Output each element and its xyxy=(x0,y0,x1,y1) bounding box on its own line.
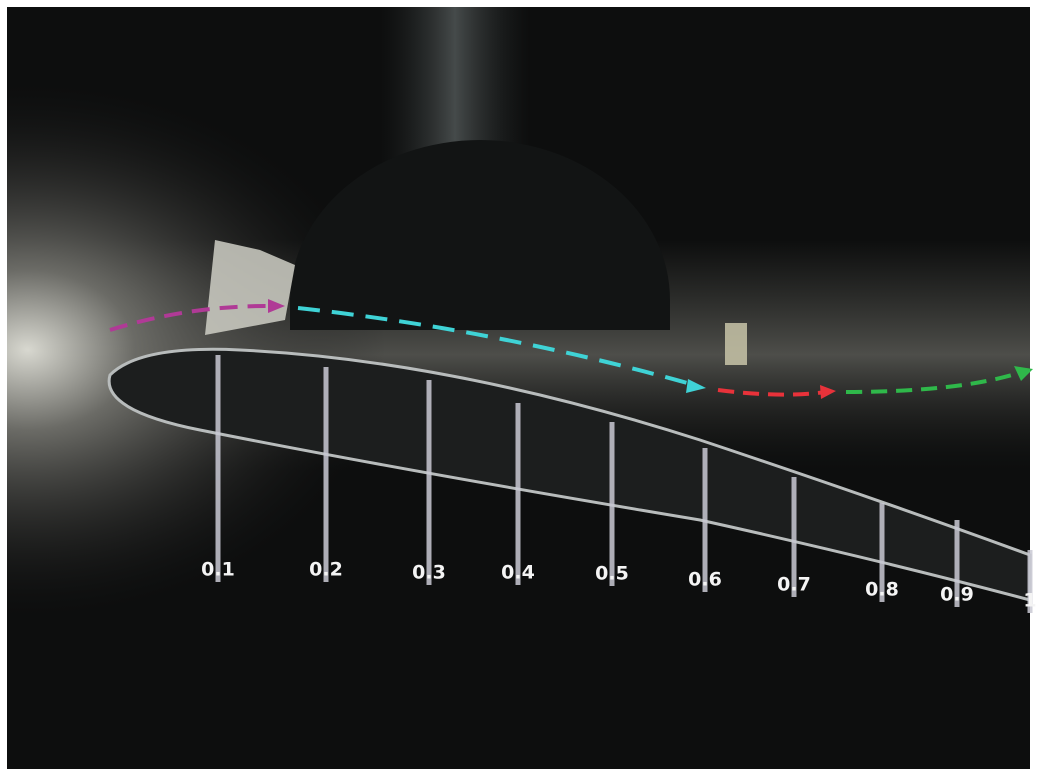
station-label: 0.1 xyxy=(201,559,235,581)
station-label: 0.6 xyxy=(688,569,722,591)
station-label: 0.9 xyxy=(940,584,974,606)
station-label: 0.3 xyxy=(412,562,446,584)
page: 0.10.20.30.40.50.60.70.80.91 (() => { co… xyxy=(0,0,1037,776)
station-label: 1 xyxy=(1023,590,1036,612)
photo: 0.1 0.2 0.3 0.4 0.5 0.6 0.7 0.8 0.9 1 xyxy=(0,0,1037,776)
station-label: 0.5 xyxy=(595,563,629,585)
station-label: 0.2 xyxy=(309,559,343,581)
station-label: 0.4 xyxy=(501,562,535,584)
station-label: 0.7 xyxy=(777,574,811,596)
tab xyxy=(725,323,747,365)
station-label: 0.8 xyxy=(865,579,899,601)
